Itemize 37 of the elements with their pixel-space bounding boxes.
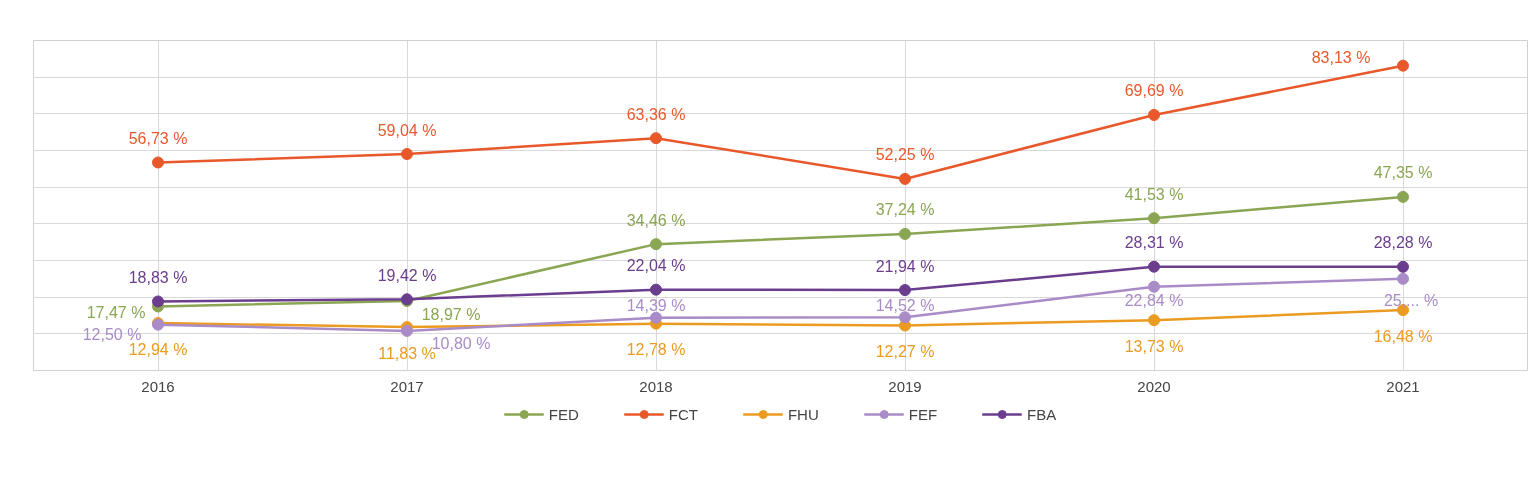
x-tick-label: 2017 bbox=[390, 377, 424, 395]
legend-label: FCT bbox=[668, 405, 698, 423]
data-label: 14,39 % bbox=[626, 297, 686, 315]
data-label: 12,27 % bbox=[875, 343, 935, 361]
legend-label: FHU bbox=[787, 405, 819, 423]
data-label: 28,31 % bbox=[1124, 234, 1184, 252]
data-label: 41,53 % bbox=[1124, 185, 1184, 203]
legend-label: FED bbox=[548, 405, 579, 423]
data-label: 47,35 % bbox=[1373, 164, 1433, 182]
data-label: 18,97 % bbox=[421, 306, 481, 324]
x-tick-label: 2020 bbox=[1137, 377, 1171, 395]
data-label: 14,52 % bbox=[875, 296, 935, 314]
data-label: 83,13 % bbox=[1311, 49, 1371, 67]
data-label: 34,46 % bbox=[626, 211, 686, 229]
data-label: 22,84 % bbox=[1124, 292, 1184, 310]
data-label: 63,36 % bbox=[626, 105, 686, 123]
data-label: 21,94 % bbox=[875, 257, 935, 275]
legend-label: FEF bbox=[908, 405, 938, 423]
data-label: 59,04 % bbox=[377, 121, 437, 139]
x-tick-label: 2016 bbox=[141, 377, 175, 395]
data-label: 12,78 % bbox=[626, 341, 686, 359]
data-label: 22,04 % bbox=[626, 257, 686, 275]
data-label: 56,73 % bbox=[128, 129, 188, 147]
data-label: 19,42 % bbox=[377, 266, 437, 284]
data-label: 25,... % bbox=[1383, 292, 1439, 310]
data-label: 52,25 % bbox=[875, 146, 935, 164]
data-label: 18,83 % bbox=[128, 268, 188, 286]
x-tick-label: 2018 bbox=[639, 377, 673, 395]
data-label: 13,73 % bbox=[1124, 337, 1184, 355]
data-label: 37,24 % bbox=[875, 201, 935, 219]
legend-label: FBA bbox=[1027, 405, 1057, 423]
data-label: 28,28 % bbox=[1373, 234, 1433, 252]
data-label: 17,47 % bbox=[86, 303, 146, 321]
x-tick-label: 2019 bbox=[888, 377, 922, 395]
data-label: 69,69 % bbox=[1124, 82, 1184, 100]
data-label: 16,48 % bbox=[1373, 327, 1433, 345]
x-tick-label: 2021 bbox=[1386, 377, 1420, 395]
